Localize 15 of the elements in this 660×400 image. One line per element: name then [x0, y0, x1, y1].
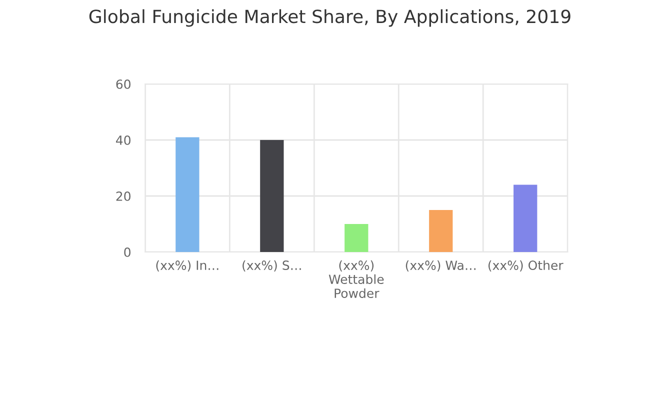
x-tick-label: (xx%) Wettable Powder	[328, 260, 384, 298]
bar	[514, 184, 538, 252]
bar	[176, 137, 200, 252]
y-tick-label: 40	[116, 135, 130, 145]
y-tick-label: 0	[124, 247, 130, 257]
x-tick-label: (xx%) Wa…	[406, 260, 476, 272]
chart-title: Global Fungicide Market Share, By Applications, 2019	[89, 9, 570, 27]
x-tick-label: (xx%) Other	[488, 260, 564, 272]
bar	[260, 140, 284, 252]
bar	[344, 224, 368, 252]
bar	[429, 210, 453, 252]
x-tick-label: (xx%) In…	[156, 260, 218, 272]
y-tick-label: 60	[116, 79, 130, 89]
x-tick-label: (xx%) S…	[242, 260, 301, 272]
y-tick-label: 20	[116, 191, 130, 201]
